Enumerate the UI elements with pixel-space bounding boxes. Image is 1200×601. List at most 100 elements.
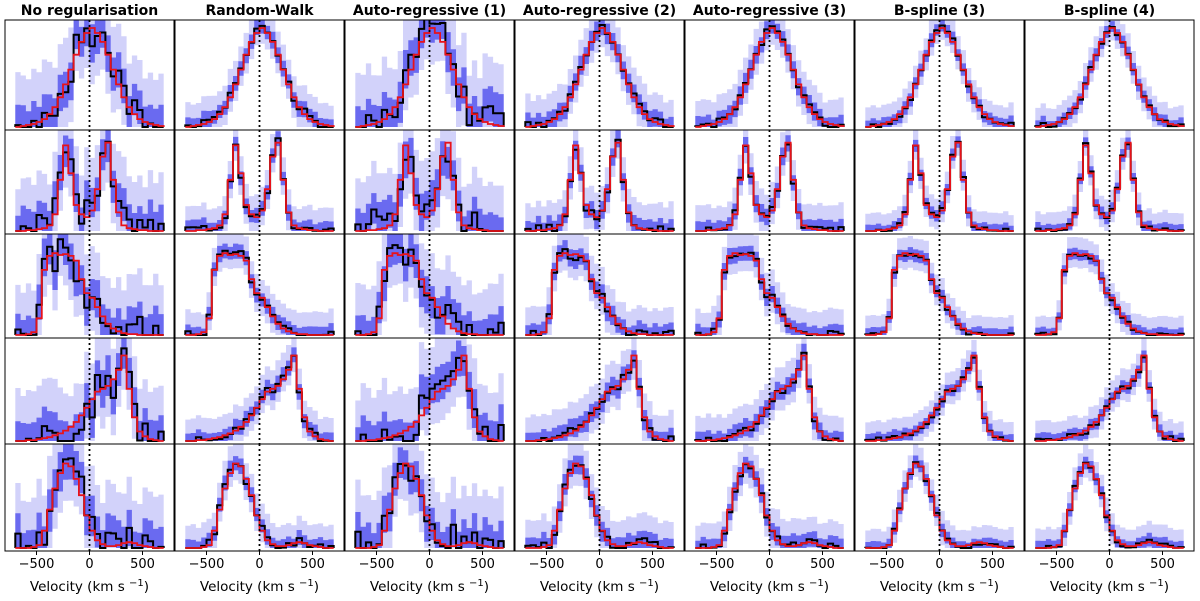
truth-line [185, 27, 335, 128]
x-tick-label: 0 [85, 557, 93, 572]
truth-line [865, 27, 1015, 128]
truth-line [1035, 141, 1184, 232]
truth-line [865, 462, 1014, 549]
x-tick-label: 500 [810, 557, 835, 572]
inner-credible-band [865, 351, 1014, 441]
truth-line [185, 462, 334, 549]
panel [854, 337, 1025, 445]
panel [4, 129, 175, 235]
inner-credible-band [355, 447, 504, 548]
truth-line [695, 252, 844, 336]
truth-line [1035, 354, 1184, 442]
panel [1024, 337, 1195, 445]
column-title: Random-Walk [205, 3, 314, 19]
x-axis-label: Velocity (km s −1) [200, 578, 319, 595]
panel [1024, 443, 1195, 552]
inner-credible-band [695, 343, 844, 441]
truth-line [525, 354, 674, 442]
panel [514, 233, 685, 339]
panel [684, 19, 855, 131]
truth-line [865, 252, 1014, 336]
panel [514, 337, 685, 445]
panel-grid [4, 19, 1195, 552]
x-tick-label: −500 [699, 557, 735, 572]
column-title: Auto-regressive (2) [523, 3, 676, 19]
x-tick-label: −500 [869, 557, 905, 572]
panel [174, 129, 345, 235]
truth-line [15, 27, 165, 128]
truth-line [525, 462, 674, 549]
panel [684, 129, 855, 235]
truth-line [525, 27, 675, 128]
truth-line [695, 354, 844, 442]
x-tick-label: 0 [595, 557, 603, 572]
estimate-line [354, 155, 504, 232]
outer-credible-band [185, 130, 334, 231]
x-tick-label: 0 [935, 557, 943, 572]
x-tick-label: 500 [1150, 557, 1175, 572]
estimate-line [524, 24, 674, 128]
column-title: Auto-regressive (3) [693, 3, 846, 19]
truth-line [525, 141, 674, 232]
truth-line [355, 27, 505, 128]
outer-credible-band [1035, 130, 1184, 231]
x-axis-label: Velocity (km s −1) [1050, 578, 1169, 595]
panel [684, 233, 855, 339]
column-title: No regularisation [21, 3, 158, 19]
panel [684, 443, 855, 552]
x-axis-label: Velocity (km s −1) [30, 578, 149, 595]
inner-credible-band [185, 456, 334, 548]
truth-line [15, 252, 164, 336]
panel [174, 233, 345, 339]
truth-line [695, 141, 844, 232]
column-title: B-spline (4) [1064, 3, 1155, 19]
truth-line [355, 141, 504, 232]
panel [684, 337, 855, 445]
panel [344, 337, 515, 445]
x-tick-label: 0 [1105, 557, 1113, 572]
truth-line [865, 354, 1014, 442]
estimate-line [355, 356, 505, 442]
truth-line [15, 462, 164, 549]
panel [344, 129, 515, 235]
truth-line [1035, 462, 1184, 549]
estimate-line [15, 140, 165, 232]
truth-line [355, 462, 504, 549]
x-axis-label: Velocity (km s −1) [710, 578, 829, 595]
x-axis-label: Velocity (km s −1) [370, 578, 489, 595]
x-axis-label: Velocity (km s −1) [880, 578, 999, 595]
x-axis-label: Velocity (km s −1) [540, 578, 659, 595]
outer-credible-band [865, 130, 1014, 231]
column-titles: No regularisation Random-Walk Auto-regress… [21, 3, 1155, 19]
panel [174, 19, 345, 131]
panel [854, 129, 1025, 235]
x-tick-label: −500 [1039, 557, 1075, 572]
panel [854, 19, 1025, 131]
panel [4, 337, 175, 445]
outer-credible-band [525, 130, 674, 231]
truth-line [1035, 252, 1184, 336]
truth-line [695, 462, 844, 549]
inner-credible-band [355, 137, 504, 231]
column-title: Auto-regressive (1) [353, 3, 506, 19]
panel [4, 443, 175, 552]
outer-credible-band [1035, 444, 1184, 548]
x-tick-label: 0 [765, 557, 773, 572]
x-tick-label: 500 [980, 557, 1005, 572]
panel [514, 443, 685, 552]
inner-credible-band [695, 135, 844, 231]
panel [514, 129, 685, 235]
x-tick-label: 0 [425, 557, 433, 572]
truth-line [185, 354, 334, 442]
inner-credible-band [1035, 137, 1184, 231]
panel [4, 233, 175, 339]
truth-line [355, 252, 504, 336]
truth-line [15, 141, 164, 232]
x-tick-label: 500 [130, 557, 155, 572]
panel [854, 233, 1025, 339]
x-tick-label: 500 [470, 557, 495, 572]
x-tick-label: 0 [255, 557, 263, 572]
inner-credible-band [525, 350, 674, 441]
column-title: B-spline (3) [894, 3, 985, 19]
